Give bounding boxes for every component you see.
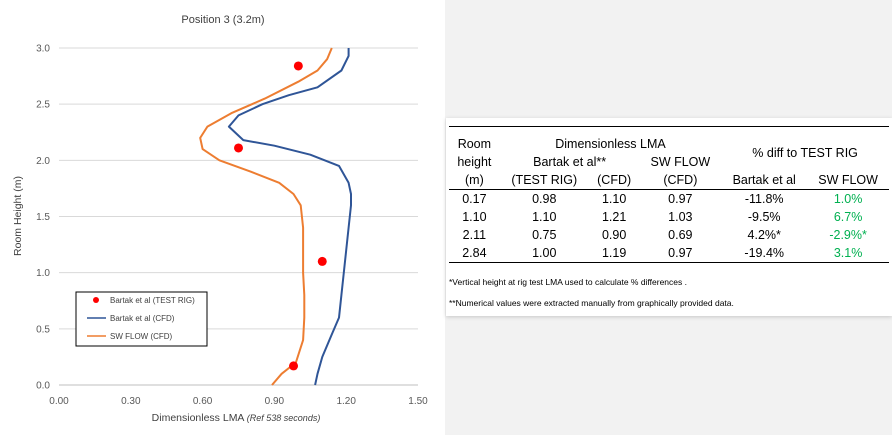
header-percent-diff: % diff to TEST RIG: [752, 146, 858, 160]
header-bartak: Bartak et al**: [533, 155, 607, 169]
y-tick-label: 1.0: [36, 268, 50, 279]
y-tick-label: 0.0: [36, 381, 50, 392]
x-tick-label: 0.60: [193, 396, 213, 407]
cell-height: 0.17: [462, 192, 487, 206]
y-axis-title: Room Height (m): [12, 176, 24, 256]
results-table: Room Dimensionless LMA % diff to TEST RI…: [449, 126, 889, 263]
chart-panel: 0.0 0.5 1.0 1.5 2.0 2.5 3.0 0.00 0.30 0.60 0.90 1.2…: [0, 0, 445, 435]
y-tick-label: 2.0: [36, 156, 50, 167]
cell-sw-flow: 1.03: [668, 210, 693, 224]
chart: 0.0 0.5 1.0 1.5 2.0 2.5 3.0 0.00 0.30 0.60 0.90 1.2…: [12, 14, 428, 424]
cell-bartak-cfd: 1.10: [601, 192, 627, 206]
y-tick-label: 0.5: [36, 324, 50, 335]
header-cfd-sw: (CFD): [663, 173, 698, 187]
chart-title: Position 3 (3.2m): [181, 14, 264, 26]
cell-test-rig: 0.98: [532, 192, 557, 206]
cell-diff-sw: 6.7%: [833, 210, 863, 224]
legend-label-bartak-cfd: Bartak et al (CFD): [110, 314, 175, 323]
cell-diff-sw: 3.1%: [833, 246, 863, 260]
y-tick-label: 1.5: [36, 212, 50, 223]
header-cfd-bartak: (CFD): [597, 173, 632, 187]
cell-test-rig: 0.75: [532, 228, 557, 242]
header-diff-bartak: Bartak et al: [732, 173, 796, 187]
header-diff-sw: SW FLOW: [818, 173, 878, 187]
cell-diff-bartak: 4.2%*: [747, 228, 781, 242]
x-tick-label: 0.30: [121, 396, 141, 407]
legend-marker-test-rig: [93, 297, 99, 303]
y-tick-label: 3.0: [36, 44, 50, 55]
table-row: 2.84 1.00 1.19 0.97 -19.4% 3.1%: [449, 244, 889, 263]
cell-height: 2.84: [462, 246, 487, 260]
x-axis-title: Dimensionless LMA (Ref 538 seconds): [152, 412, 321, 424]
cell-sw-flow: 0.97: [668, 192, 693, 206]
results-table-panel: Room Dimensionless LMA % diff to TEST RI…: [446, 118, 892, 316]
legend-label-test-rig: Bartak et al (TEST RIG): [110, 296, 195, 305]
header-dimensionless-lma: Dimensionless LMA: [555, 137, 666, 151]
cell-diff-sw: -2.9%*: [829, 228, 867, 242]
cell-bartak-cfd: 0.90: [601, 228, 627, 242]
cell-diff-bartak: -19.4%: [744, 246, 785, 260]
header-room: Room: [457, 137, 492, 151]
header-test-rig: (TEST RIG): [511, 173, 578, 187]
data-point: [289, 361, 299, 371]
header-height: height: [457, 155, 492, 169]
table-row: 1.10 1.10 1.21 1.03 -9.5% 6.7%: [449, 208, 889, 226]
cell-sw-flow: 0.97: [668, 246, 693, 260]
legend-label-sw-flow: SW FLOW (CFD): [110, 332, 173, 341]
cell-height: 1.10: [462, 210, 487, 224]
x-axis-title-note: (Ref 538 seconds): [247, 413, 321, 423]
x-axis-title-main: Dimensionless LMA: [152, 412, 247, 424]
series-line-1: [227, 48, 352, 386]
footnote-vertical-height: *Vertical height at rig test LMA used to…: [449, 277, 687, 287]
cell-diff-bartak: -9.5%: [747, 210, 781, 224]
x-tick-label: 1.50: [408, 396, 428, 407]
footnote-extracted-values: **Numerical values were extracted manual…: [449, 298, 734, 308]
cell-bartak-cfd: 1.19: [601, 246, 627, 260]
table-row: 2.11 0.75 0.90 0.69 4.2%* -2.9%*: [449, 226, 889, 244]
data-point: [293, 61, 303, 71]
chart-legend: Bartak et al (TEST RIG) Bartak et al (CF…: [75, 291, 208, 347]
cell-sw-flow: 0.69: [668, 228, 693, 242]
cell-diff-bartak: -11.8%: [744, 192, 784, 206]
data-point: [234, 143, 243, 153]
cell-bartak-cfd: 1.21: [601, 210, 627, 224]
series-line-2: [199, 47, 333, 386]
data-point: [317, 256, 327, 266]
table-row: 0.17 0.98 1.10 0.97 -11.8% 1.0%: [449, 190, 889, 209]
y-tick-label: 2.5: [36, 100, 50, 111]
cell-test-rig: 1.00: [532, 246, 557, 260]
cell-diff-sw: 1.0%: [833, 192, 863, 206]
header-sw-flow: SW FLOW: [650, 155, 711, 169]
x-tick-label: 1.20: [336, 396, 356, 407]
x-tick-label: 0.90: [265, 396, 285, 407]
header-unit-m: (m): [465, 173, 484, 187]
cell-test-rig: 1.10: [532, 210, 557, 224]
cell-height: 2.11: [462, 228, 487, 242]
x-tick-label: 0.00: [49, 396, 69, 407]
